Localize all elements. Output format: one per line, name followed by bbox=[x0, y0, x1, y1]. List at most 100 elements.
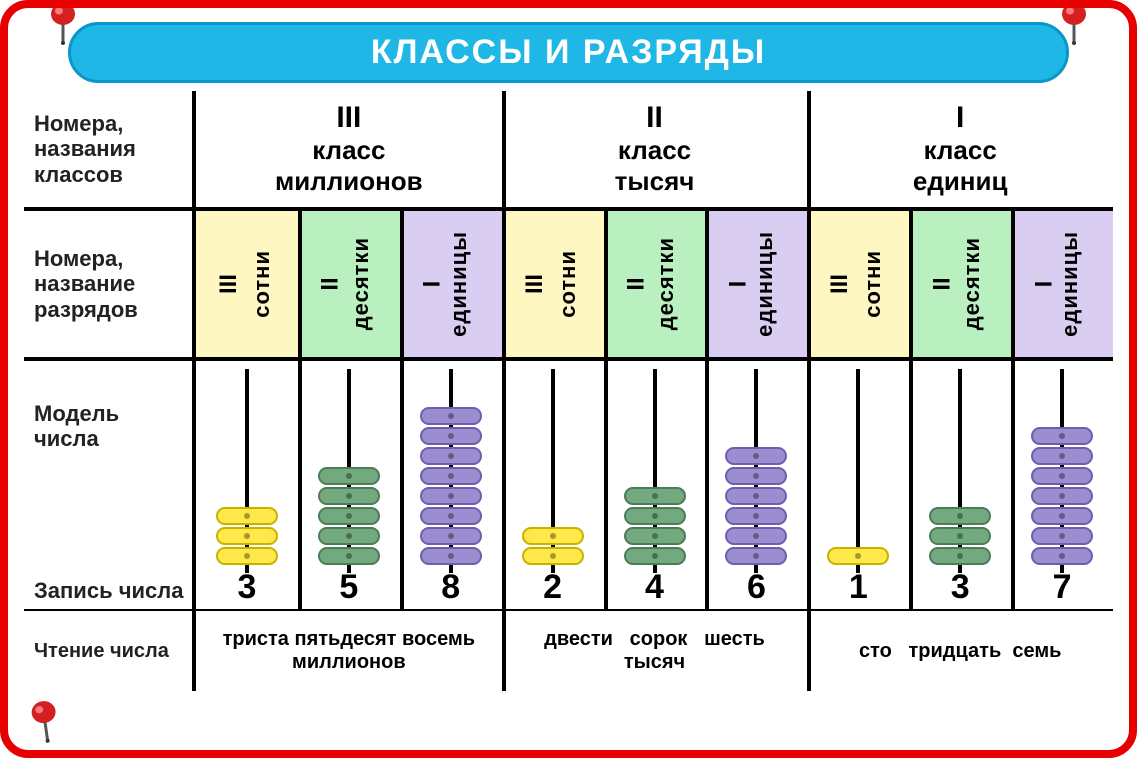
digit-name-cell: IIдесятки bbox=[604, 211, 706, 357]
bead bbox=[929, 547, 991, 565]
model-cell: 2 bbox=[502, 361, 604, 609]
bead-stack bbox=[216, 507, 278, 565]
bead bbox=[725, 447, 787, 465]
class-line: класс bbox=[618, 135, 691, 166]
digit-value: 4 bbox=[645, 569, 664, 605]
label-write: Запись числа bbox=[34, 578, 186, 603]
bead bbox=[420, 427, 482, 445]
bead bbox=[725, 467, 787, 485]
bead bbox=[827, 547, 889, 565]
digit-value: 2 bbox=[543, 569, 562, 605]
digit-name: единицы bbox=[752, 231, 778, 337]
class-line: миллионов bbox=[275, 166, 423, 197]
class-group-1: IIIклассмиллионов bbox=[196, 91, 502, 207]
digit-name: десятки bbox=[959, 237, 985, 330]
bead bbox=[1031, 527, 1093, 545]
bead bbox=[522, 527, 584, 545]
model-cell: 1 bbox=[807, 361, 909, 609]
bead bbox=[624, 487, 686, 505]
digit-name: сотни bbox=[860, 250, 886, 318]
bead bbox=[420, 407, 482, 425]
bead bbox=[1031, 487, 1093, 505]
digit-name: единицы bbox=[1057, 231, 1083, 337]
digit-value: 6 bbox=[747, 569, 766, 605]
class-line: класс bbox=[924, 135, 997, 166]
bead bbox=[522, 547, 584, 565]
bead bbox=[216, 507, 278, 525]
digit-roman: III bbox=[521, 274, 549, 294]
reading-line: сто тридцать семь bbox=[859, 640, 1061, 663]
pushpin-icon bbox=[25, 698, 65, 746]
digit-roman: II bbox=[317, 277, 345, 290]
digit-name-cell: IIIсотни bbox=[196, 211, 298, 357]
bead bbox=[624, 507, 686, 525]
bead bbox=[624, 547, 686, 565]
digit-name: сотни bbox=[555, 250, 581, 318]
bead bbox=[1031, 447, 1093, 465]
reading-line: тысяч bbox=[624, 651, 685, 674]
reading-group: сто тридцать семь bbox=[807, 611, 1113, 691]
bead bbox=[420, 447, 482, 465]
bead bbox=[318, 527, 380, 545]
bead bbox=[725, 547, 787, 565]
bead bbox=[624, 527, 686, 545]
bead bbox=[318, 487, 380, 505]
digit-value: 3 bbox=[951, 569, 970, 605]
digit-roman: I bbox=[419, 281, 447, 288]
bead bbox=[216, 547, 278, 565]
class-roman: II bbox=[646, 101, 663, 135]
reading-group: триста пятьдесят восемьмиллионов bbox=[196, 611, 502, 691]
bead-stack bbox=[624, 487, 686, 565]
bead bbox=[216, 527, 278, 545]
bead bbox=[1031, 507, 1093, 525]
model-cell: 3 bbox=[196, 361, 298, 609]
digit-value: 5 bbox=[339, 569, 358, 605]
bead-stack bbox=[929, 507, 991, 565]
row-model: Модель числа Запись числа 3 5 8 2 4 6 1 3 7 bbox=[24, 361, 1113, 611]
digit-name-cell: Iединицы bbox=[400, 211, 502, 357]
digit-name-cell: III сотни bbox=[502, 211, 604, 357]
table: Номера, названия классов IIIклассмиллион… bbox=[24, 91, 1113, 691]
class-roman: III bbox=[336, 101, 361, 135]
model-cell: 6 bbox=[705, 361, 807, 609]
digit-roman: II bbox=[623, 277, 651, 290]
model-cell: 8 bbox=[400, 361, 502, 609]
digit-name: сотни bbox=[249, 250, 275, 318]
bead bbox=[725, 487, 787, 505]
class-group-2: IIкласстысяч bbox=[502, 91, 808, 207]
digit-value: 8 bbox=[441, 569, 460, 605]
bead bbox=[318, 547, 380, 565]
bead bbox=[725, 507, 787, 525]
row-read: Чтение числа триста пятьдесят восемьмилл… bbox=[24, 611, 1113, 691]
label-model-write: Модель числа Запись числа bbox=[24, 361, 196, 609]
model-cell: 7 bbox=[1011, 361, 1113, 609]
bead bbox=[318, 467, 380, 485]
label-classes: Номера, названия классов bbox=[24, 91, 196, 207]
reading-line: триста пятьдесят восемь bbox=[223, 628, 476, 651]
model-cell: 4 bbox=[604, 361, 706, 609]
digit-value: 1 bbox=[849, 569, 868, 605]
poster-frame: КЛАССЫ И РАЗРЯДЫ Номера, названия классо… bbox=[0, 0, 1137, 758]
digit-name-cell: IIIсотни bbox=[807, 211, 909, 357]
abacus-rod bbox=[856, 369, 860, 573]
digit-roman: II bbox=[928, 277, 956, 290]
digit-roman: I bbox=[724, 281, 752, 288]
bead bbox=[929, 507, 991, 525]
bead bbox=[420, 547, 482, 565]
digit-name: единицы bbox=[446, 231, 472, 337]
bead-stack bbox=[827, 547, 889, 565]
class-group-3: Iклассединиц bbox=[807, 91, 1113, 207]
bead-stack bbox=[725, 447, 787, 565]
digit-name-cell: Iединицы bbox=[705, 211, 807, 357]
row-digits: Номера, название разрядов IIIсотниIIдеся… bbox=[24, 211, 1113, 361]
label-digits: Номера, название разрядов bbox=[24, 211, 196, 357]
row-classes: Номера, названия классов IIIклассмиллион… bbox=[24, 91, 1113, 211]
bead bbox=[929, 527, 991, 545]
class-line: класс bbox=[312, 135, 385, 166]
pushpin-icon bbox=[1057, 2, 1091, 46]
reading-line: миллионов bbox=[292, 651, 406, 674]
digit-value: 3 bbox=[237, 569, 256, 605]
label-model: Модель числа bbox=[34, 401, 186, 452]
class-line: тысяч bbox=[615, 166, 695, 197]
digit-name-cell: IIдесятки bbox=[909, 211, 1011, 357]
